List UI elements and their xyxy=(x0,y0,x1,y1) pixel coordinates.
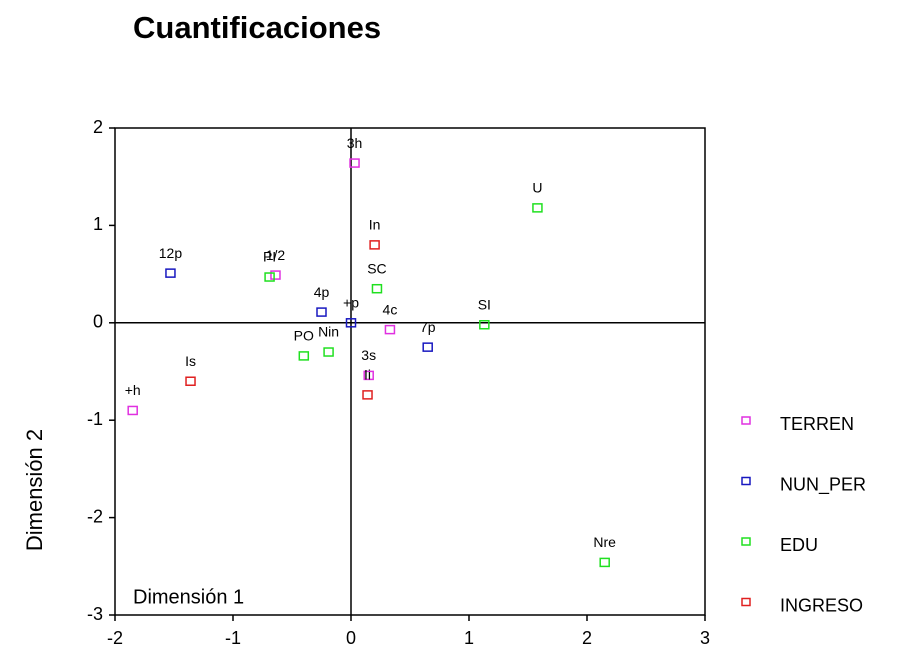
y-axis-label: Dimensión 2 xyxy=(22,429,47,551)
x-tick-label: 1 xyxy=(464,628,474,648)
point-label: 3h xyxy=(347,135,363,151)
point-label: SI xyxy=(478,296,491,312)
legend-marker xyxy=(741,597,751,607)
point xyxy=(298,351,310,361)
y-tick-label: 0 xyxy=(93,312,103,332)
point xyxy=(323,347,334,357)
x-tick-label: 0 xyxy=(346,628,356,648)
point xyxy=(599,557,610,568)
x-tick-label: 2 xyxy=(582,628,592,648)
legend-marker xyxy=(741,416,751,425)
point xyxy=(384,324,396,335)
point xyxy=(422,342,433,352)
point-label: +p xyxy=(343,295,359,311)
point xyxy=(316,307,327,317)
y-tick-label: -1 xyxy=(87,409,103,429)
x-tick-label: 3 xyxy=(700,628,710,648)
point xyxy=(363,370,374,381)
y-tick-label: -3 xyxy=(87,604,103,624)
point xyxy=(345,318,357,328)
point-label: PO xyxy=(294,328,314,344)
point-label: Is xyxy=(185,353,196,369)
point xyxy=(270,270,281,280)
legend-marker xyxy=(741,537,751,546)
x-tick-label: -1 xyxy=(225,628,241,648)
point-label: Nin xyxy=(318,324,339,340)
y-tick-label: 2 xyxy=(93,117,103,137)
point xyxy=(369,240,380,250)
legend-marker xyxy=(741,476,751,486)
point-label: In xyxy=(369,217,381,233)
point-label: 12p xyxy=(159,245,183,261)
point xyxy=(479,319,490,330)
point xyxy=(185,376,196,386)
point xyxy=(349,158,360,168)
point-label: 4c xyxy=(383,301,398,317)
plot-frame xyxy=(114,127,706,616)
point-label: 4p xyxy=(314,284,330,300)
x-axis-label: Dimensión 1 xyxy=(133,586,244,608)
y-tick-label: -2 xyxy=(87,506,103,526)
legend-label: NUN_PER xyxy=(780,474,866,495)
legend-label: TERREN xyxy=(780,414,854,434)
point xyxy=(532,203,543,213)
x-tick-label: -2 xyxy=(107,628,123,648)
point-label: 3s xyxy=(361,347,376,363)
point xyxy=(371,283,383,294)
legend-label: EDU xyxy=(780,535,818,555)
point xyxy=(127,405,138,416)
point xyxy=(264,272,275,282)
point-label: 7p xyxy=(420,319,436,335)
point-label: PI xyxy=(263,249,276,265)
legend-label: INGRESO xyxy=(780,595,863,615)
point-label: Ii xyxy=(364,367,371,383)
point xyxy=(165,268,176,278)
y-tick-label: 1 xyxy=(93,214,103,234)
point-label: U xyxy=(532,180,542,196)
point-label: +h xyxy=(125,382,141,398)
point xyxy=(362,390,373,400)
chart-title: Cuantificaciones xyxy=(133,10,381,45)
point-label: 1/2 xyxy=(266,247,286,263)
point-label: SC xyxy=(367,260,386,276)
point-label: Nre xyxy=(593,534,616,550)
